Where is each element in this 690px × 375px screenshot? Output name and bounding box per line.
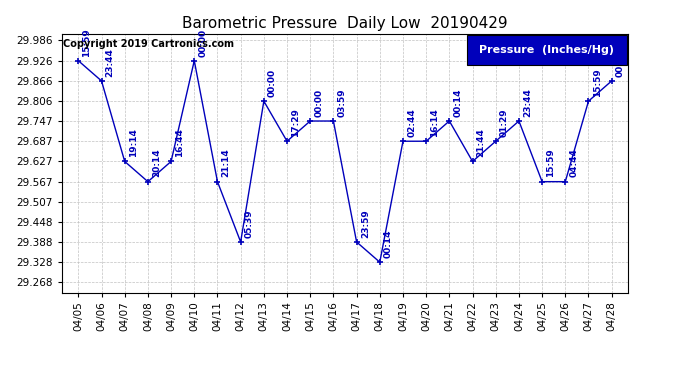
Text: 03:59: 03:59	[337, 88, 346, 117]
Text: 05:39: 05:39	[245, 209, 254, 238]
Text: 04:44: 04:44	[569, 148, 578, 177]
Text: 00:00: 00:00	[315, 89, 324, 117]
Text: 19:14: 19:14	[129, 128, 138, 157]
Text: Pressure  (Inches/Hg): Pressure (Inches/Hg)	[480, 45, 614, 55]
Text: 00:00: 00:00	[268, 69, 277, 97]
Text: 15:59: 15:59	[593, 68, 602, 97]
Text: 00:14: 00:14	[453, 88, 462, 117]
Text: 17:29: 17:29	[291, 108, 300, 137]
Text: 16:14: 16:14	[431, 108, 440, 137]
Text: 02:44: 02:44	[407, 108, 416, 137]
Text: 15:59: 15:59	[83, 28, 92, 57]
Text: 00:14: 00:14	[616, 48, 625, 77]
Text: 21:44: 21:44	[477, 128, 486, 157]
Text: 21:14: 21:14	[221, 149, 230, 177]
FancyBboxPatch shape	[466, 35, 627, 65]
Text: 00:00: 00:00	[199, 28, 208, 57]
Text: 20:14: 20:14	[152, 149, 161, 177]
Text: 23:59: 23:59	[361, 209, 370, 238]
Text: 16:44: 16:44	[175, 128, 184, 157]
Text: 23:44: 23:44	[523, 88, 532, 117]
Text: 01:29: 01:29	[500, 108, 509, 137]
Text: Copyright 2019 Cartronics.com: Copyright 2019 Cartronics.com	[63, 39, 234, 49]
Text: 23:44: 23:44	[106, 48, 115, 77]
Text: 00:14: 00:14	[384, 230, 393, 258]
Title: Barometric Pressure  Daily Low  20190429: Barometric Pressure Daily Low 20190429	[182, 16, 508, 31]
Text: 15:59: 15:59	[546, 149, 555, 177]
